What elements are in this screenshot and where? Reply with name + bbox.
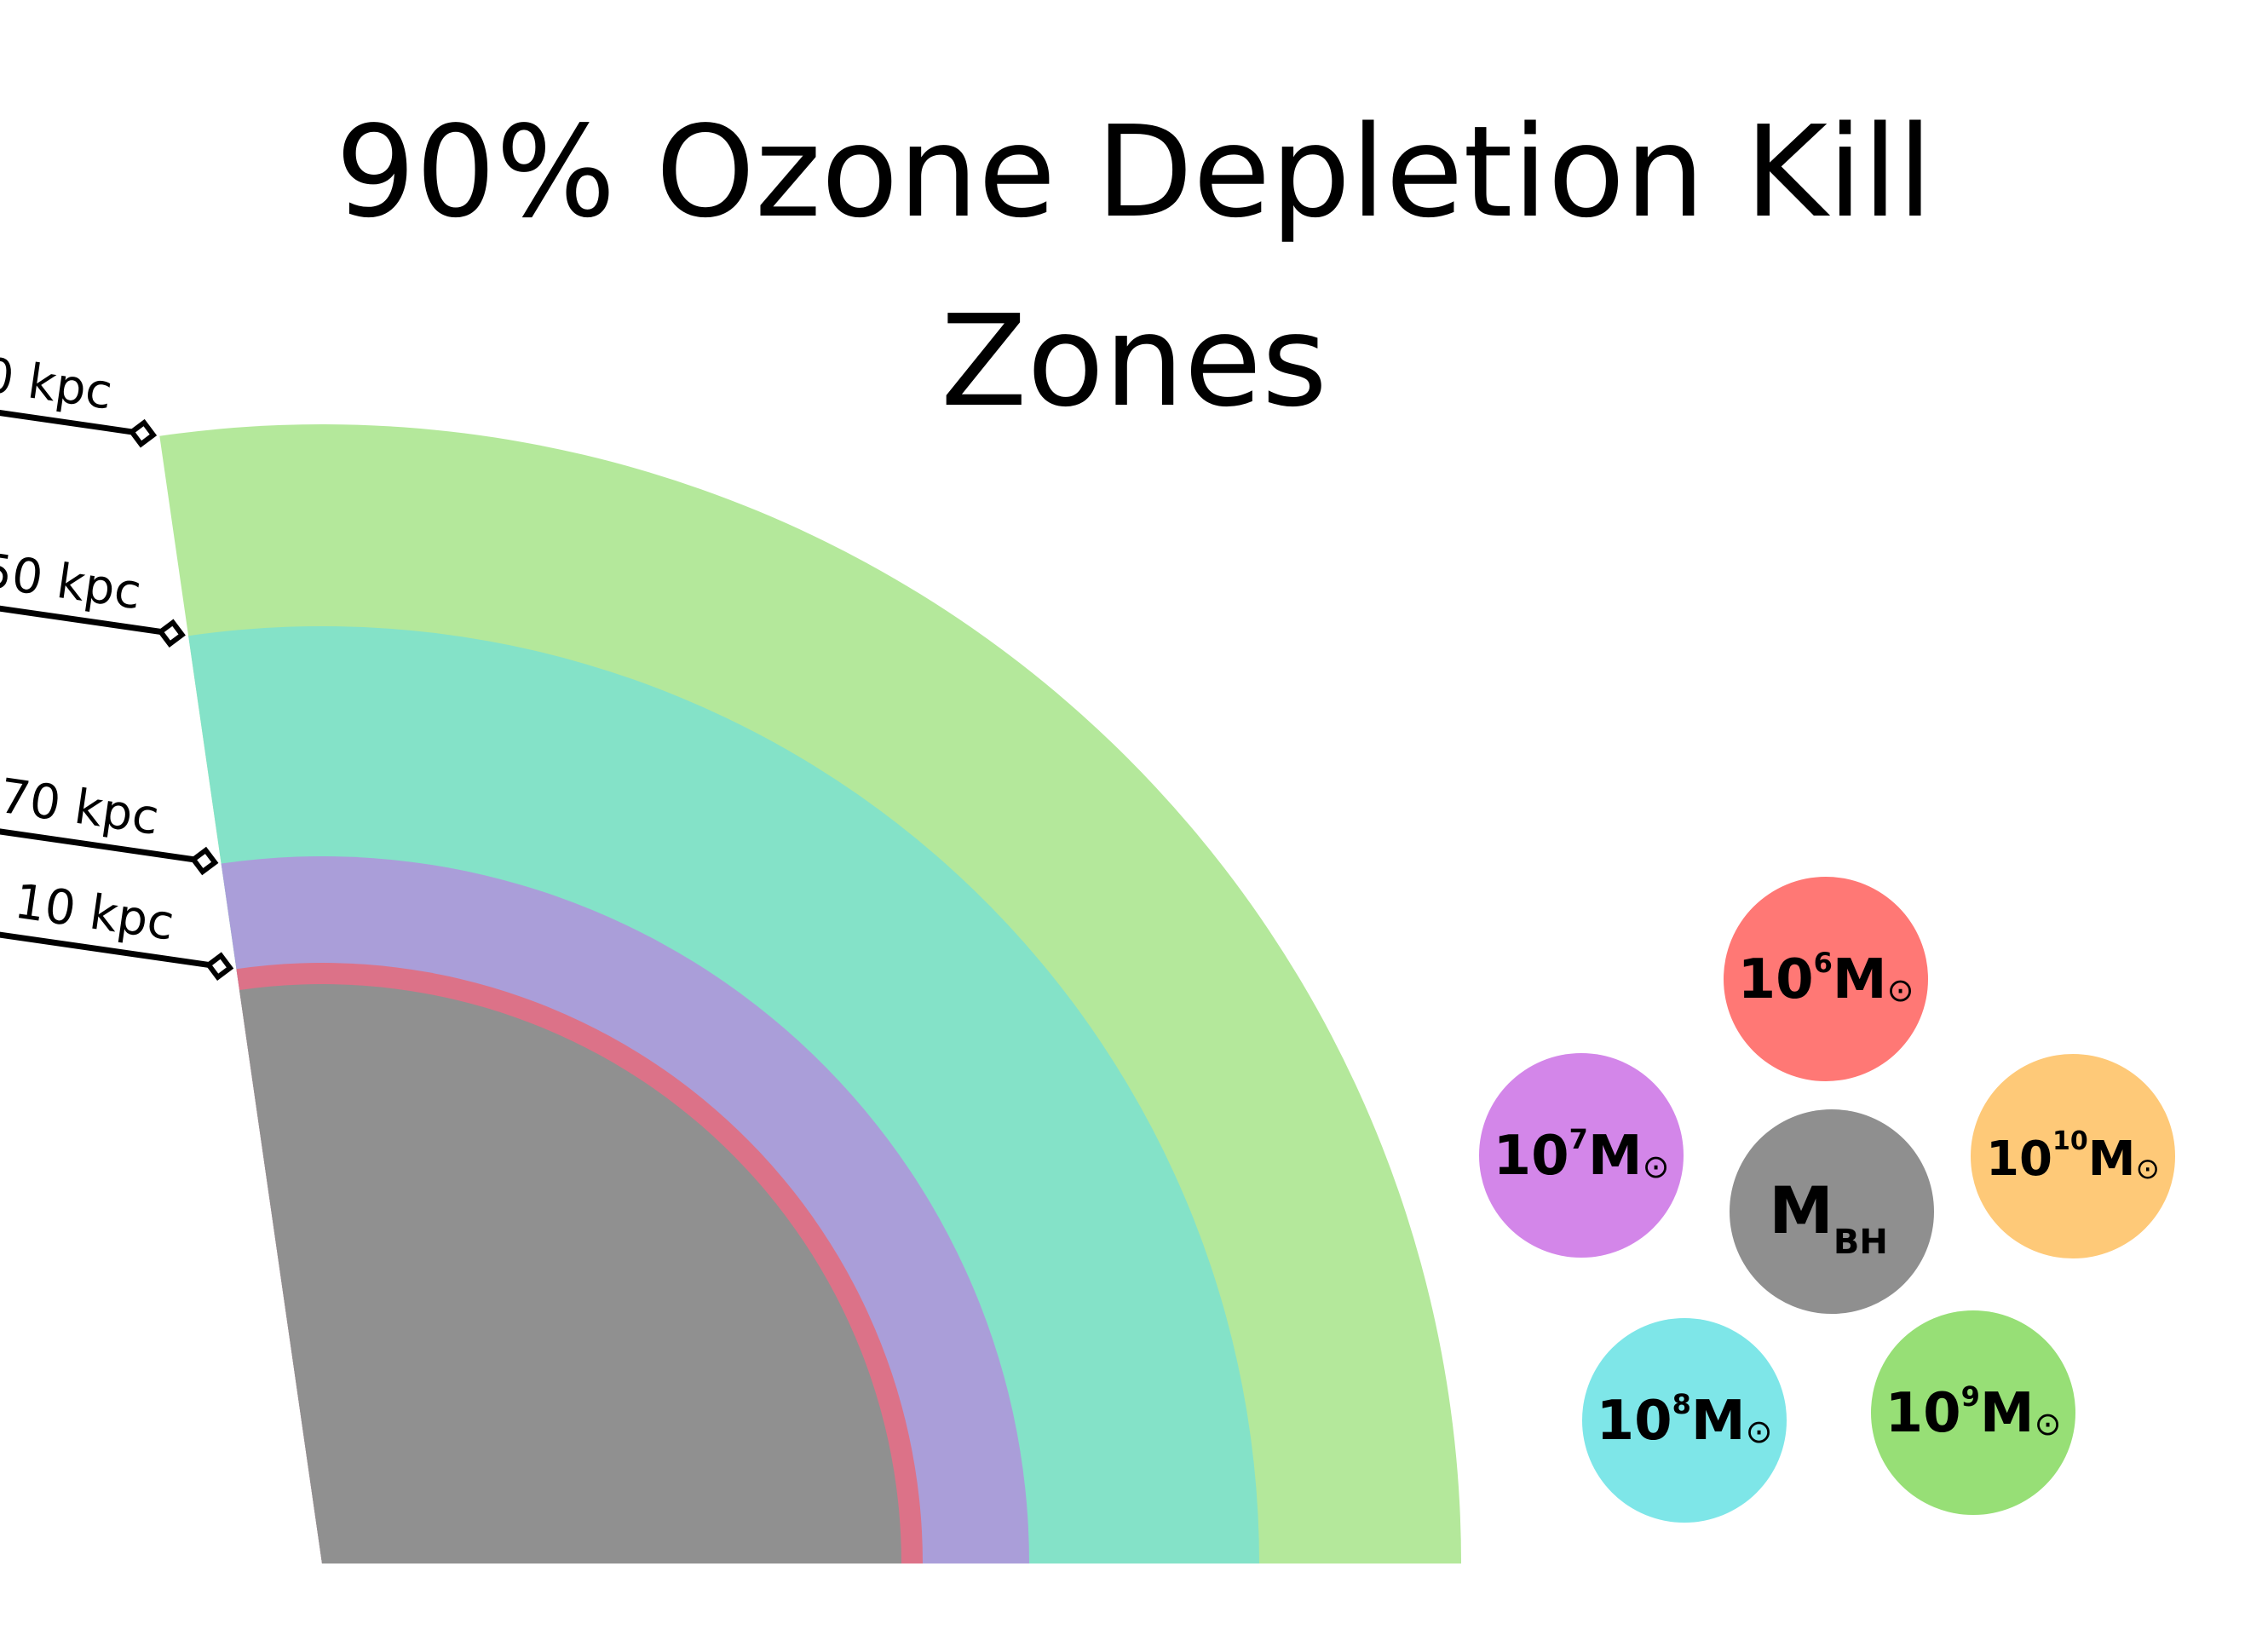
mass-legend: MBH 106M⊙ 107M⊙ 1010M⊙ 108M⊙ 109M⊙ bbox=[1479, 877, 2175, 1523]
marker-endcap bbox=[157, 619, 186, 648]
legend-1e10: 1010M⊙ bbox=[1971, 1054, 2175, 1258]
legend-circle bbox=[1971, 1054, 2175, 1258]
marker-line bbox=[0, 605, 172, 636]
legend-circle bbox=[1479, 1053, 1684, 1258]
distance-label: 500 kpc bbox=[0, 339, 116, 421]
legend-circle bbox=[1871, 1310, 2075, 1515]
mass-label: 109M⊙ bbox=[1885, 1380, 2062, 1445]
marker-70kpc: 70 kpc bbox=[0, 769, 219, 876]
legend-1e7: 107M⊙ bbox=[1479, 1053, 1684, 1258]
marker-endcap bbox=[204, 952, 234, 982]
legend-circle bbox=[1730, 1109, 1934, 1314]
marker-line bbox=[0, 828, 205, 864]
mass-label: 1010M⊙ bbox=[1986, 1126, 2160, 1187]
mass-label: 107M⊙ bbox=[1494, 1123, 1670, 1188]
marker-500kpc: 500 kpc bbox=[0, 339, 158, 448]
title-line-2: Zones bbox=[941, 288, 1327, 435]
mass-label: 106M⊙ bbox=[1738, 947, 1914, 1011]
legend-center-mbh: MBH bbox=[1730, 1109, 1934, 1314]
legend-circle bbox=[1582, 1318, 1787, 1523]
marker-endcap bbox=[128, 418, 158, 448]
legend-circle bbox=[1724, 877, 1928, 1081]
baseline-mask bbox=[0, 1563, 2268, 1647]
core-sector bbox=[239, 984, 901, 1563]
legend-1e6: 106M⊙ bbox=[1724, 877, 1928, 1081]
marker-10kpc: 10 kpc bbox=[0, 874, 234, 982]
mbh-label: MBH bbox=[1769, 1172, 1888, 1262]
marker-endcap bbox=[189, 846, 219, 876]
distance-label: 150 kpc bbox=[0, 538, 145, 620]
marker-line bbox=[0, 931, 220, 970]
legend-1e9: 109M⊙ bbox=[1871, 1310, 2075, 1515]
legend-1e8: 108M⊙ bbox=[1582, 1318, 1787, 1523]
title-line-1: 90% Ozone Depletion Kill bbox=[335, 99, 1933, 245]
marker-150kpc: 150 kpc bbox=[0, 538, 186, 648]
mass-label: 108M⊙ bbox=[1597, 1388, 1773, 1453]
marker-line bbox=[0, 410, 143, 437]
zone-sectors bbox=[0, 424, 2268, 1647]
